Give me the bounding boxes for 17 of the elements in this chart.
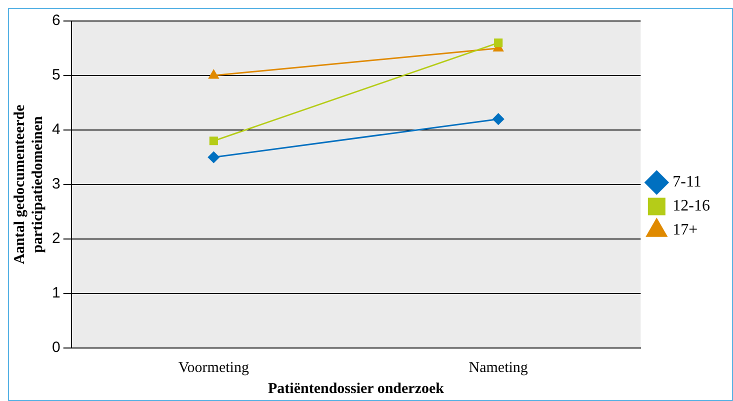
legend-label: 17+ [672,222,698,239]
x-tick-label: Nameting [468,360,528,376]
point [209,136,218,146]
y-axis-title: Aantal gedocumenteerde participatiedomeinen [12,104,46,264]
legend-label: 12-16 [672,198,710,215]
legend-label: 7-11 [672,174,702,191]
point [208,152,220,163]
point [492,113,504,125]
y-tick-label: 3 [52,176,60,193]
y-tick-label: 4 [52,121,60,138]
x-axis-title: Patiëntendossier onderzoek [268,380,445,397]
y-tick-label: 5 [52,66,60,84]
y-tick-label: 6 [52,12,60,30]
x-tick-label: Voormeting [178,360,250,376]
y-tick-label: 1 [52,284,60,302]
y-tick-label: 2 [52,230,60,248]
y-tick-label: 0 [52,339,60,356]
